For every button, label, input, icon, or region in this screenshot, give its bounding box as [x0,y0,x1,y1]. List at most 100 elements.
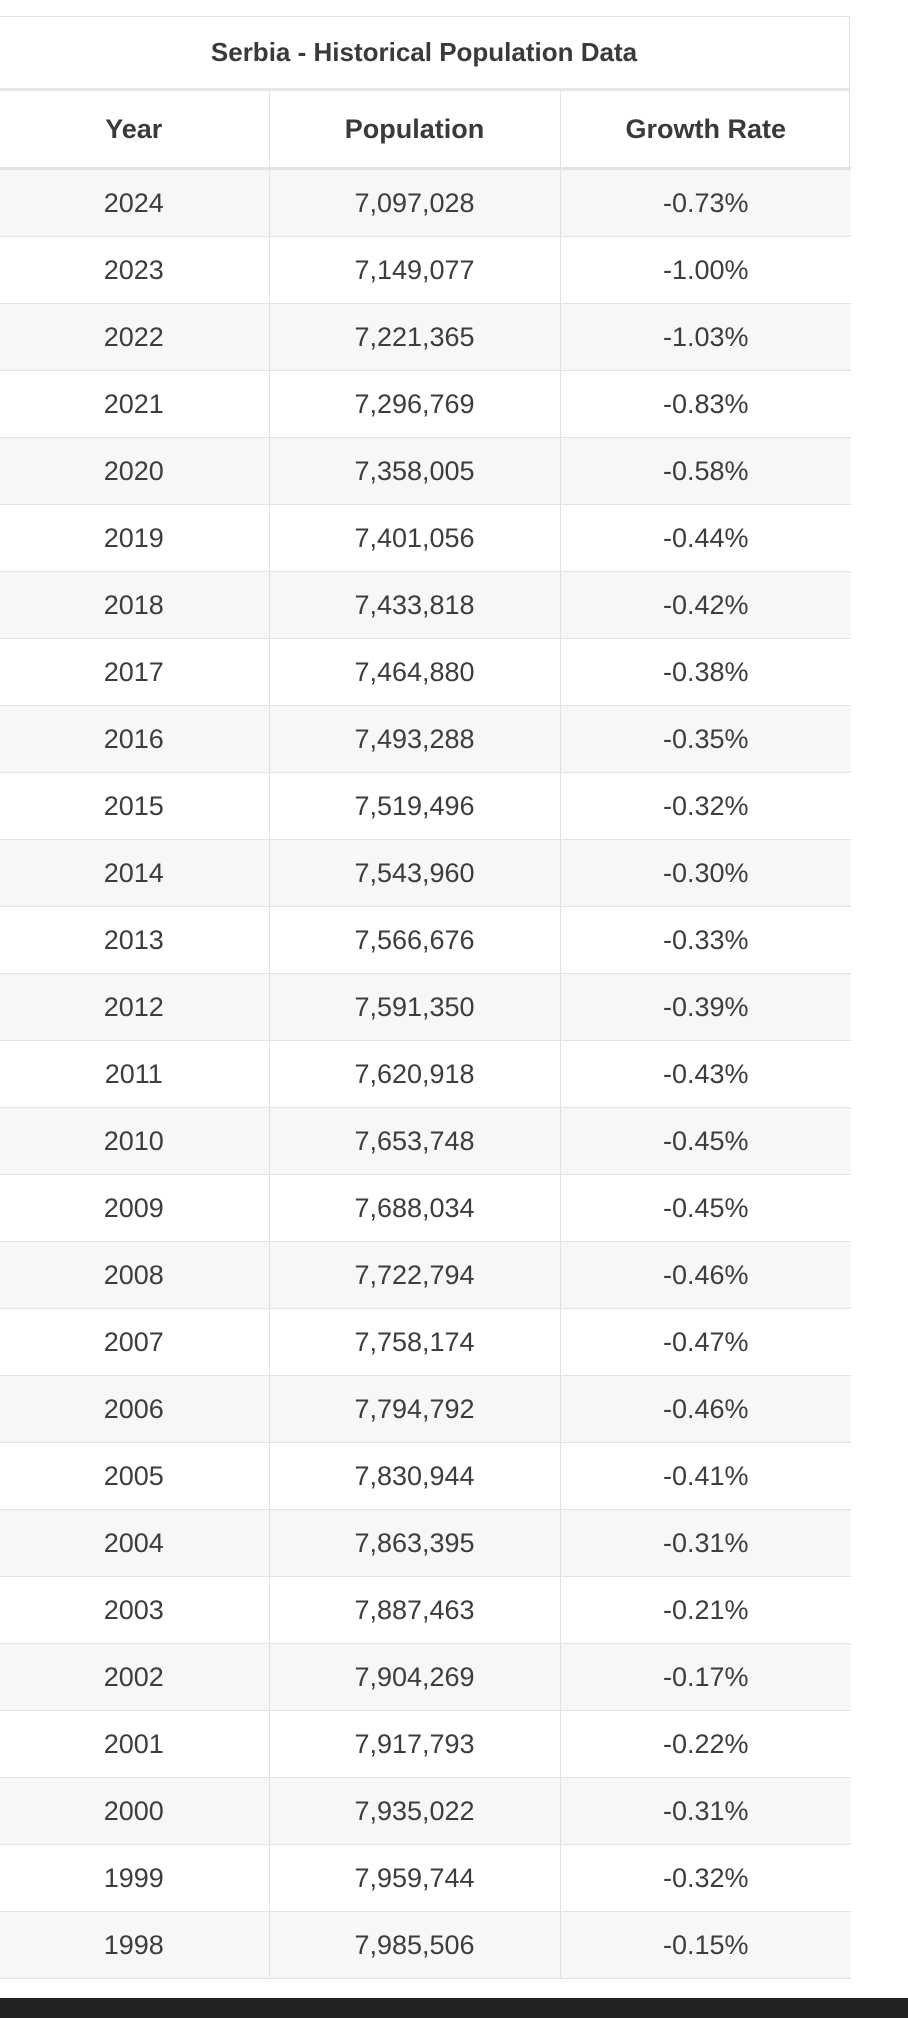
cell-year: 2021 [0,370,269,438]
table-row: 2014 7,543,960 -0.30% [0,839,851,907]
cell-growth-rate: -0.45% [559,1174,851,1242]
population-table: Serbia - Historical Population Data Year… [0,16,851,1979]
cell-year: 2009 [0,1174,269,1242]
table-row: 2019 7,401,056 -0.44% [0,504,851,572]
cell-population: 7,358,005 [268,437,560,505]
table-row: 2001 7,917,793 -0.22% [0,1710,851,1778]
cell-population: 7,464,880 [268,638,560,706]
cell-population: 7,221,365 [268,303,560,371]
cell-year: 2008 [0,1241,269,1309]
cell-population: 7,722,794 [268,1241,560,1309]
table-row: 1998 7,985,506 -0.15% [0,1911,851,1979]
cell-population: 7,935,022 [268,1777,560,1845]
table-row: 2012 7,591,350 -0.39% [0,973,851,1041]
cell-year: 2012 [0,973,269,1041]
cell-year: 2014 [0,839,269,907]
cell-year: 2023 [0,236,269,304]
cell-growth-rate: -0.31% [559,1509,851,1577]
cell-growth-rate: -0.45% [559,1107,851,1175]
table-row: 2008 7,722,794 -0.46% [0,1241,851,1309]
table-row: 2015 7,519,496 -0.32% [0,772,851,840]
table-row: 2004 7,863,395 -0.31% [0,1509,851,1577]
table-row: 1999 7,959,744 -0.32% [0,1844,851,1912]
table-row: 2007 7,758,174 -0.47% [0,1308,851,1376]
cell-population: 7,758,174 [268,1308,560,1376]
table-row: 2003 7,887,463 -0.21% [0,1576,851,1644]
cell-growth-rate: -0.83% [559,370,851,438]
cell-population: 7,493,288 [268,705,560,773]
column-header-growth-rate[interactable]: Growth Rate [559,91,851,170]
cell-growth-rate: -0.32% [559,1844,851,1912]
cell-population: 7,591,350 [268,973,560,1041]
table-row: 2024 7,097,028 -0.73% [0,168,851,237]
cell-population: 7,543,960 [268,839,560,907]
column-header-year[interactable]: Year [0,91,269,170]
cell-year: 2020 [0,437,269,505]
table-row: 2006 7,794,792 -0.46% [0,1375,851,1443]
table-row: 2021 7,296,769 -0.83% [0,370,851,438]
cell-year: 1998 [0,1911,269,1979]
cell-year: 2004 [0,1509,269,1577]
cell-growth-rate: -0.22% [559,1710,851,1778]
cell-year: 2001 [0,1710,269,1778]
table-row: 2011 7,620,918 -0.43% [0,1040,851,1108]
cell-year: 2010 [0,1107,269,1175]
table-row: 2002 7,904,269 -0.17% [0,1643,851,1711]
cell-population: 7,863,395 [268,1509,560,1577]
table-row: 2005 7,830,944 -0.41% [0,1442,851,1510]
cell-growth-rate: -0.32% [559,772,851,840]
cell-growth-rate: -1.00% [559,236,851,304]
cell-growth-rate: -0.17% [559,1643,851,1711]
cell-year: 2006 [0,1375,269,1443]
cell-population: 7,433,818 [268,571,560,639]
cell-growth-rate: -0.42% [559,571,851,639]
cell-population: 7,296,769 [268,370,560,438]
cell-year: 2022 [0,303,269,371]
cell-growth-rate: -0.31% [559,1777,851,1845]
table-body: 2024 7,097,028 -0.73% 2023 7,149,077 -1.00% 20… [0,168,851,1979]
table-header: Year Population Growth Rate [0,91,851,170]
cell-growth-rate: -0.73% [559,168,851,237]
table-row: 2022 7,221,365 -1.03% [0,303,851,371]
cell-growth-rate: -0.15% [559,1911,851,1979]
population-data-table: Year Population Growth Rate 2024 7,097,02… [0,91,851,1979]
cell-growth-rate: -0.41% [559,1442,851,1510]
cell-population: 7,620,918 [268,1040,560,1108]
cell-year: 2000 [0,1777,269,1845]
table-row: 2013 7,566,676 -0.33% [0,906,851,974]
cell-year: 2003 [0,1576,269,1644]
cell-population: 7,985,506 [268,1911,560,1979]
cell-population: 7,519,496 [268,772,560,840]
cell-year: 1999 [0,1844,269,1912]
header-row: Year Population Growth Rate [0,91,851,170]
cell-year: 2013 [0,906,269,974]
cell-population: 7,917,793 [268,1710,560,1778]
cell-population: 7,794,792 [268,1375,560,1443]
cell-population: 7,097,028 [268,168,560,237]
cell-growth-rate: -0.46% [559,1241,851,1309]
cell-growth-rate: -0.33% [559,906,851,974]
cell-growth-rate: -0.21% [559,1576,851,1644]
cell-population: 7,830,944 [268,1442,560,1510]
cell-year: 2005 [0,1442,269,1510]
cell-year: 2002 [0,1643,269,1711]
cell-growth-rate: -0.38% [559,638,851,706]
cell-growth-rate: -0.39% [559,973,851,1041]
cell-population: 7,401,056 [268,504,560,572]
cell-growth-rate: -0.30% [559,839,851,907]
bottom-edge-bar [0,1998,908,2018]
cell-population: 7,904,269 [268,1643,560,1711]
table-row: 2010 7,653,748 -0.45% [0,1107,851,1175]
cell-growth-rate: -0.47% [559,1308,851,1376]
cell-growth-rate: -0.43% [559,1040,851,1108]
cell-growth-rate: -0.46% [559,1375,851,1443]
cell-year: 2019 [0,504,269,572]
cell-population: 7,959,744 [268,1844,560,1912]
cell-year: 2007 [0,1308,269,1376]
column-header-population[interactable]: Population [268,91,560,170]
table-row: 2000 7,935,022 -0.31% [0,1777,851,1845]
cell-growth-rate: -1.03% [559,303,851,371]
cell-population: 7,653,748 [268,1107,560,1175]
cell-population: 7,566,676 [268,906,560,974]
